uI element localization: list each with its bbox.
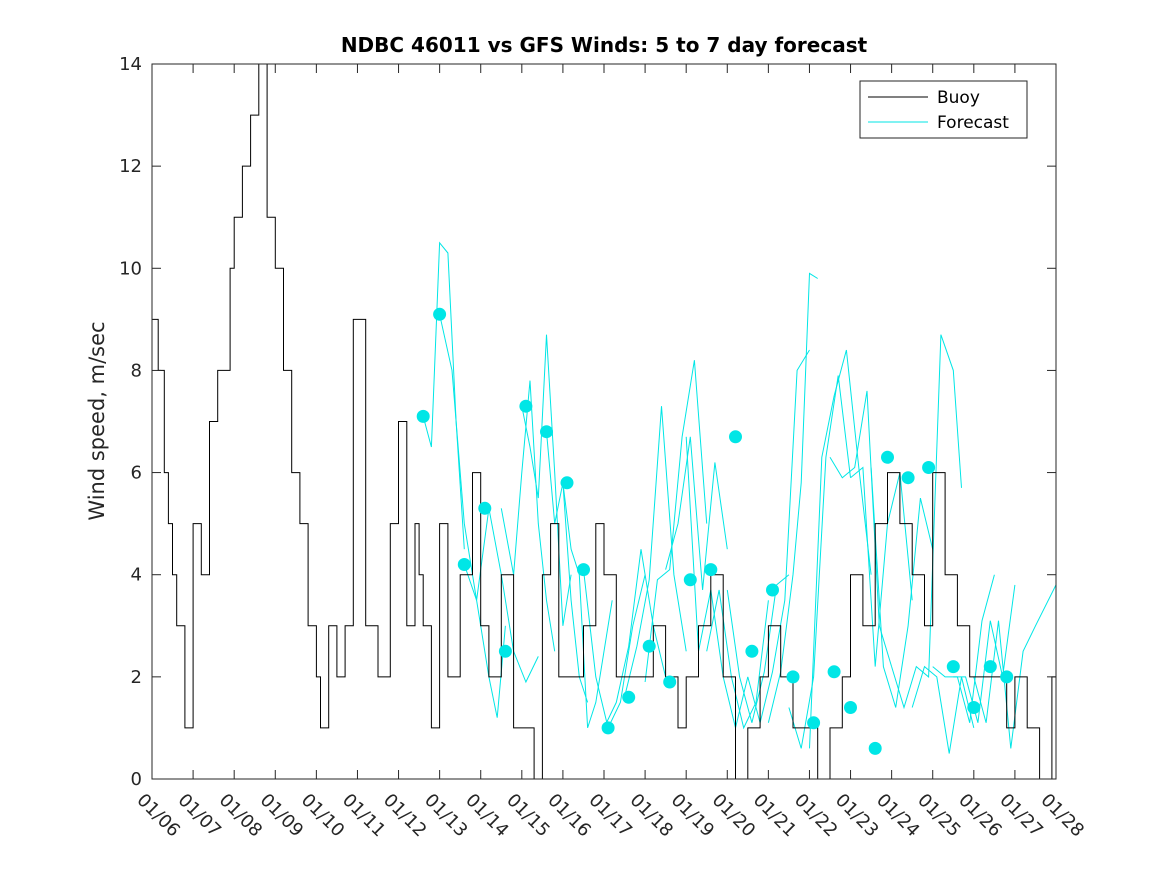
- forecast-line-16: [767, 272, 818, 723]
- legend: Buoy Forecast: [859, 80, 1028, 139]
- y-axis: 0 2 4 6 8 10 12 14: [119, 54, 1056, 790]
- forecast-line-24: [932, 574, 995, 723]
- forecast-line-11: [665, 436, 728, 591]
- forecast-marker-13: [683, 573, 697, 587]
- forecast-marker-26: [946, 660, 960, 674]
- series-layer: [152, 63, 1057, 780]
- forecast-marker-21: [844, 701, 857, 714]
- forecast-line-25: [953, 584, 1016, 723]
- forecast-marker-9: [601, 721, 615, 735]
- chart-title: NDBC 46011 vs GFS Winds: 5 to 7 day fore…: [341, 33, 868, 57]
- forecast-marker-7: [560, 476, 574, 490]
- forecast-marker-10: [622, 690, 636, 704]
- forecast-marker-0: [416, 409, 430, 423]
- forecast-line-21: [870, 467, 934, 708]
- forecast-line-5: [546, 431, 589, 703]
- forecast-line-22: [891, 334, 962, 710]
- forecast-line-15: [747, 349, 810, 723]
- forecast-marker-17: [766, 583, 779, 597]
- forecast-marker-19: [807, 716, 821, 730]
- y-tick-label-12: 12: [119, 156, 142, 177]
- forecast-marker-11: [642, 639, 656, 653]
- forecast-line-14: [726, 574, 790, 723]
- forecast-line-23: [911, 665, 975, 754]
- plot-area: [152, 64, 1056, 779]
- forecast-marker-20: [827, 665, 841, 679]
- legend-box: [859, 80, 1028, 139]
- y-tick-label-10: 10: [119, 258, 142, 279]
- legend-forecast-label: Forecast: [937, 113, 1009, 133]
- forecast-line-17: [788, 375, 851, 749]
- forecast-marker-25: [922, 461, 936, 474]
- legend-buoy-label: Buoy: [937, 88, 980, 108]
- forecast-line-8: [603, 549, 667, 729]
- y-axis-label: Wind speed, m/sec: [85, 321, 109, 520]
- forecast-line-26: [973, 584, 1057, 749]
- forecast-marker-24: [901, 471, 915, 485]
- y-tick-label-4: 4: [131, 565, 142, 586]
- forecast-line-20: [850, 466, 913, 667]
- forecast-line-7: [583, 569, 646, 730]
- forecast-marker-3: [478, 501, 492, 515]
- forecast-marker-27: [967, 701, 981, 714]
- forecast-marker-1: [433, 307, 447, 321]
- y-tick-label-2: 2: [131, 667, 142, 688]
- forecast-marker-16: [745, 644, 759, 658]
- forecast-marker-6: [540, 425, 553, 439]
- y-tick-label-6: 6: [131, 463, 142, 484]
- forecast-line-4: [521, 334, 572, 626]
- y-tick-label-8: 8: [131, 360, 142, 381]
- forecast-marker-22: [868, 741, 882, 755]
- forecast-marker-28: [983, 660, 997, 674]
- forecast-marker-5: [519, 399, 533, 413]
- forecast-line-6: [562, 482, 613, 729]
- forecast-marker-18: [786, 670, 800, 684]
- forecast-line-18: [809, 349, 872, 749]
- forecast-marker-23: [881, 450, 894, 464]
- forecast-marker-29: [1000, 670, 1014, 684]
- forecast-marker-4: [498, 644, 512, 658]
- forecast-line-10: [644, 360, 708, 683]
- forecast-line-9: [624, 406, 687, 698]
- forecast-marker-8: [577, 563, 590, 577]
- forecast-marker-2: [457, 558, 471, 571]
- forecast-marker-15: [729, 430, 742, 444]
- forecast-line-12: [685, 436, 749, 729]
- buoy-line: [152, 63, 1056, 780]
- forecast-line-13: [706, 589, 769, 730]
- forecast-marker-14: [704, 563, 718, 577]
- y-tick-label-14: 14: [119, 54, 142, 75]
- y-tick-label-0: 0: [131, 769, 142, 790]
- forecast-marker-12: [663, 675, 677, 689]
